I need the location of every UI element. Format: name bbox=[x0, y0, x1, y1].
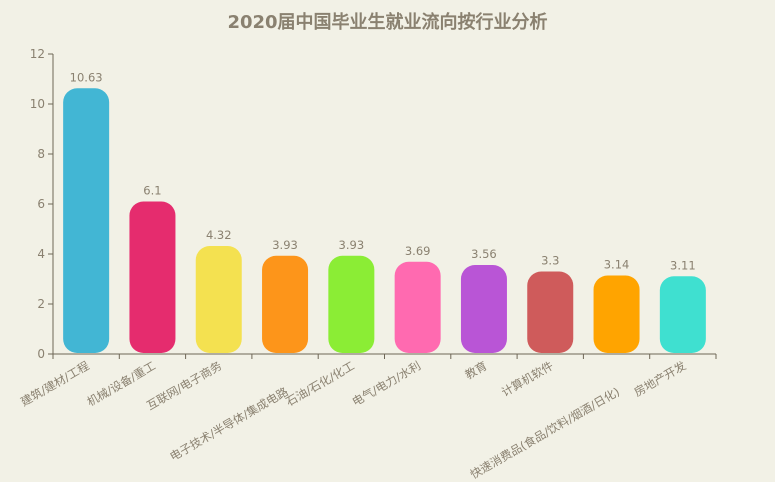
bar-value-label: 10.63 bbox=[70, 70, 103, 84]
bar-value-label: 6.1 bbox=[143, 184, 161, 198]
x-category-label: 石油/石化/化工 bbox=[283, 358, 356, 408]
y-tick-label: 6 bbox=[37, 197, 45, 211]
bar[interactable] bbox=[460, 265, 507, 353]
y-tick-label: 2 bbox=[37, 297, 45, 311]
x-category-label: 计算机软件 bbox=[499, 358, 556, 399]
bar[interactable] bbox=[129, 201, 176, 354]
bar[interactable] bbox=[195, 246, 242, 353]
bar[interactable] bbox=[63, 88, 110, 353]
bar[interactable] bbox=[593, 275, 640, 354]
y-tick-label: 0 bbox=[37, 347, 45, 361]
bar[interactable] bbox=[527, 271, 574, 354]
bar[interactable] bbox=[262, 255, 309, 353]
x-category-label: 电子技术/半导体/集成电路 bbox=[167, 384, 291, 463]
bar-value-label: 3.14 bbox=[604, 258, 630, 272]
x-category-label: 电气/电力/水利 bbox=[350, 358, 423, 408]
y-tick-label: 12 bbox=[30, 47, 45, 61]
bar[interactable] bbox=[328, 255, 375, 353]
bar-value-label: 3.93 bbox=[339, 238, 365, 252]
bar-value-label: 3.69 bbox=[405, 244, 431, 258]
x-category-label: 互联网/电子商务 bbox=[144, 358, 225, 413]
bars: 10.63 6.1 4.32 3.93 3.93 3.69 3.56 3.3 3.14 3.11 bbox=[63, 70, 706, 353]
x-category-label: 建筑/建材/工程 bbox=[18, 358, 92, 409]
bar-value-label: 3.11 bbox=[670, 258, 696, 272]
y-axis: 0 2 4 6 8 10 12 bbox=[30, 47, 54, 361]
y-tick-label: 8 bbox=[37, 147, 45, 161]
x-category-label: 快速消费品(食品/饮料/烟酒/日化) bbox=[468, 384, 622, 481]
x-axis: 建筑/建材/工程机械/设备/重工互联网/电子商务电子技术/半导体/集成电路石油/… bbox=[18, 353, 717, 482]
bar-value-label: 3.93 bbox=[272, 238, 298, 252]
y-tick-label: 10 bbox=[30, 97, 45, 111]
x-category-label: 教育 bbox=[463, 358, 490, 382]
bar-value-label: 3.56 bbox=[471, 247, 497, 261]
bar-value-label: 4.32 bbox=[206, 228, 232, 242]
bar-value-label: 3.3 bbox=[541, 254, 559, 268]
y-tick-label: 4 bbox=[37, 247, 45, 261]
x-category-label: 房地产开发 bbox=[632, 358, 689, 399]
chart-title: 2020届中国毕业生就业流向按行业分析 bbox=[227, 12, 548, 33]
bar[interactable] bbox=[394, 261, 441, 353]
bar[interactable] bbox=[659, 276, 706, 353]
